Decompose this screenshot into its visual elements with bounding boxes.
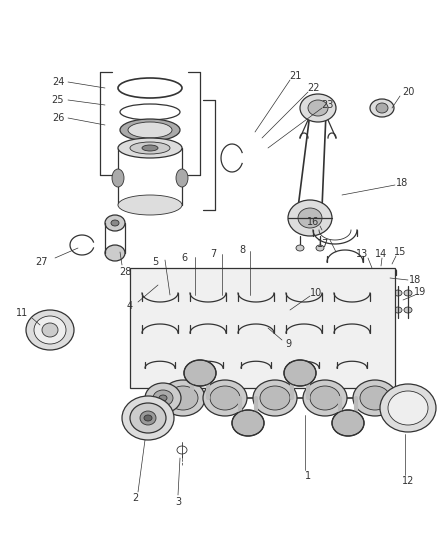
Ellipse shape <box>284 360 316 386</box>
Ellipse shape <box>142 145 158 151</box>
Ellipse shape <box>118 138 182 158</box>
Text: 9: 9 <box>285 339 291 349</box>
Ellipse shape <box>112 169 124 187</box>
Ellipse shape <box>130 403 166 433</box>
Ellipse shape <box>380 384 436 432</box>
Text: 24: 24 <box>52 77 64 87</box>
Ellipse shape <box>300 94 336 122</box>
Ellipse shape <box>388 391 428 425</box>
Ellipse shape <box>316 245 324 251</box>
Text: 10: 10 <box>310 288 322 298</box>
Text: 3: 3 <box>175 497 181 507</box>
Text: 4: 4 <box>127 301 133 311</box>
Ellipse shape <box>404 307 412 313</box>
Text: 8: 8 <box>239 245 245 255</box>
Ellipse shape <box>26 310 74 350</box>
Ellipse shape <box>140 411 156 425</box>
Ellipse shape <box>332 410 364 436</box>
Text: 18: 18 <box>396 178 408 188</box>
Ellipse shape <box>34 316 66 344</box>
Ellipse shape <box>384 304 392 310</box>
Ellipse shape <box>120 119 180 141</box>
Ellipse shape <box>130 142 170 154</box>
Ellipse shape <box>288 200 332 236</box>
Text: 6: 6 <box>181 253 187 263</box>
Ellipse shape <box>384 292 392 298</box>
Text: 20: 20 <box>402 87 414 97</box>
Ellipse shape <box>153 390 173 406</box>
Ellipse shape <box>168 386 198 410</box>
Ellipse shape <box>232 410 264 436</box>
Ellipse shape <box>161 380 205 416</box>
Text: 12: 12 <box>402 476 414 486</box>
Text: 19: 19 <box>414 287 426 297</box>
Ellipse shape <box>105 215 125 231</box>
Ellipse shape <box>376 103 388 113</box>
Text: 16: 16 <box>307 217 319 227</box>
Text: 22: 22 <box>307 83 319 93</box>
Text: 13: 13 <box>356 249 368 259</box>
Ellipse shape <box>122 396 174 440</box>
Bar <box>130 268 395 388</box>
Ellipse shape <box>42 323 58 337</box>
Text: 7: 7 <box>210 249 216 259</box>
Text: 5: 5 <box>152 257 158 267</box>
Ellipse shape <box>203 380 247 416</box>
Ellipse shape <box>144 415 152 421</box>
Text: 26: 26 <box>52 113 64 123</box>
Ellipse shape <box>159 395 167 401</box>
Ellipse shape <box>298 208 322 228</box>
Text: 15: 15 <box>394 247 406 257</box>
Ellipse shape <box>111 220 119 226</box>
Ellipse shape <box>118 195 182 215</box>
Bar <box>383 292 393 299</box>
Text: 28: 28 <box>119 267 131 277</box>
Ellipse shape <box>145 383 181 413</box>
Text: 21: 21 <box>289 71 301 81</box>
Ellipse shape <box>210 386 240 410</box>
Ellipse shape <box>128 122 172 138</box>
Text: 1: 1 <box>305 471 311 481</box>
Ellipse shape <box>308 100 328 116</box>
Ellipse shape <box>253 380 297 416</box>
Ellipse shape <box>105 245 125 261</box>
Ellipse shape <box>353 380 397 416</box>
Ellipse shape <box>404 290 412 296</box>
Ellipse shape <box>394 307 402 313</box>
Text: 11: 11 <box>16 308 28 318</box>
Text: 27: 27 <box>36 257 48 267</box>
Text: 25: 25 <box>52 95 64 105</box>
Bar <box>383 304 393 311</box>
Text: 14: 14 <box>375 249 387 259</box>
Ellipse shape <box>394 290 402 296</box>
Ellipse shape <box>176 169 188 187</box>
Text: 23: 23 <box>321 100 333 110</box>
Ellipse shape <box>370 99 394 117</box>
Ellipse shape <box>296 245 304 251</box>
Ellipse shape <box>360 386 390 410</box>
Text: 18: 18 <box>409 275 421 285</box>
Ellipse shape <box>260 386 290 410</box>
Text: 2: 2 <box>132 493 138 503</box>
Ellipse shape <box>310 386 340 410</box>
Ellipse shape <box>184 360 216 386</box>
Text: 17: 17 <box>317 239 329 249</box>
Ellipse shape <box>303 380 347 416</box>
